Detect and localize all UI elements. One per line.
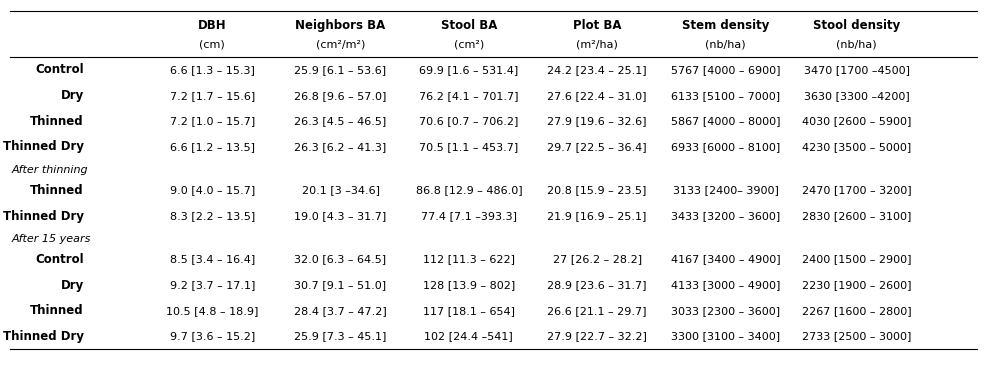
Text: 5767 [4000 – 6900]: 5767 [4000 – 6900] [670,65,779,75]
Text: 70.5 [1.1 – 453.7]: 70.5 [1.1 – 453.7] [419,142,518,152]
Text: Thinned Dry: Thinned Dry [3,330,84,343]
Text: 24.2 [23.4 – 25.1]: 24.2 [23.4 – 25.1] [547,65,646,75]
Text: Thinned: Thinned [31,304,84,317]
Text: 30.7 [9.1 – 51.0]: 30.7 [9.1 – 51.0] [294,280,387,290]
Text: 9.2 [3.7 – 17.1]: 9.2 [3.7 – 17.1] [170,280,254,290]
Text: 3133 [2400– 3900]: 3133 [2400– 3900] [671,185,778,195]
Text: 2400 [1500 – 2900]: 2400 [1500 – 2900] [802,255,910,265]
Text: Neighbors BA: Neighbors BA [295,19,386,32]
Text: 9.0 [4.0 – 15.7]: 9.0 [4.0 – 15.7] [170,185,254,195]
Text: 26.3 [4.5 – 46.5]: 26.3 [4.5 – 46.5] [294,116,387,126]
Text: (cm²): (cm²) [454,39,483,49]
Text: 27.6 [22.4 – 31.0]: 27.6 [22.4 – 31.0] [547,91,646,100]
Text: 4230 [3500 – 5000]: 4230 [3500 – 5000] [802,142,910,152]
Text: 20.1 [3 –34.6]: 20.1 [3 –34.6] [301,185,380,195]
Text: 5867 [4000 – 8000]: 5867 [4000 – 8000] [670,116,779,126]
Text: DBH: DBH [197,19,227,32]
Text: (cm²/m²): (cm²/m²) [316,39,365,49]
Text: Thinned Dry: Thinned Dry [3,209,84,223]
Text: Control: Control [35,253,84,266]
Text: Thinned: Thinned [31,115,84,128]
Text: 70.6 [0.7 – 706.2]: 70.6 [0.7 – 706.2] [419,116,518,126]
Text: 128 [13.9 – 802]: 128 [13.9 – 802] [422,280,515,290]
Text: 4167 [3400 – 4900]: 4167 [3400 – 4900] [669,255,780,265]
Text: (nb/ha): (nb/ha) [835,39,877,49]
Text: 2733 [2500 – 3000]: 2733 [2500 – 3000] [802,332,910,342]
Text: 9.7 [3.6 – 15.2]: 9.7 [3.6 – 15.2] [170,332,254,342]
Text: 6.6 [1.2 – 13.5]: 6.6 [1.2 – 13.5] [170,142,254,152]
Text: 25.9 [7.3 – 45.1]: 25.9 [7.3 – 45.1] [294,332,387,342]
Text: 3470 [1700 –4500]: 3470 [1700 –4500] [803,65,909,75]
Text: (cm): (cm) [199,39,225,49]
Text: 6933 [6000 – 8100]: 6933 [6000 – 8100] [670,142,779,152]
Text: 8.3 [2.2 – 13.5]: 8.3 [2.2 – 13.5] [170,211,254,221]
Text: 28.9 [23.6 – 31.7]: 28.9 [23.6 – 31.7] [547,280,646,290]
Text: Plot BA: Plot BA [572,19,621,32]
Text: 3630 [3300 –4200]: 3630 [3300 –4200] [803,91,909,100]
Text: 2470 [1700 – 3200]: 2470 [1700 – 3200] [801,185,911,195]
Text: 10.5 [4.8 – 18.9]: 10.5 [4.8 – 18.9] [166,306,258,316]
Text: 7.2 [1.0 – 15.7]: 7.2 [1.0 – 15.7] [170,116,254,126]
Text: 6.6 [1.3 – 15.3]: 6.6 [1.3 – 15.3] [170,65,254,75]
Text: 27 [26.2 – 28.2]: 27 [26.2 – 28.2] [552,255,641,265]
Text: 69.9 [1.6 – 531.4]: 69.9 [1.6 – 531.4] [419,65,518,75]
Text: 4133 [3000 – 4900]: 4133 [3000 – 4900] [670,280,779,290]
Text: Stool density: Stool density [812,19,899,32]
Text: (nb/ha): (nb/ha) [704,39,745,49]
Text: 26.3 [6.2 – 41.3]: 26.3 [6.2 – 41.3] [294,142,387,152]
Text: (m²/ha): (m²/ha) [576,39,617,49]
Text: 2230 [1900 – 2600]: 2230 [1900 – 2600] [802,280,910,290]
Text: 4030 [2600 – 5900]: 4030 [2600 – 5900] [802,116,910,126]
Text: After 15 years: After 15 years [12,234,91,244]
Text: 3433 [3200 – 3600]: 3433 [3200 – 3600] [670,211,779,221]
Text: 76.2 [4.1 – 701.7]: 76.2 [4.1 – 701.7] [419,91,518,100]
Text: 102 [24.4 –541]: 102 [24.4 –541] [424,332,513,342]
Text: Thinned Dry: Thinned Dry [3,140,84,153]
Text: 27.9 [19.6 – 32.6]: 27.9 [19.6 – 32.6] [547,116,646,126]
Text: 2830 [2600 – 3100]: 2830 [2600 – 3100] [802,211,910,221]
Text: 86.8 [12.9 – 486.0]: 86.8 [12.9 – 486.0] [415,185,522,195]
Text: Dry: Dry [60,89,84,102]
Text: 25.9 [6.1 – 53.6]: 25.9 [6.1 – 53.6] [294,65,387,75]
Text: 3300 [3100 – 3400]: 3300 [3100 – 3400] [670,332,779,342]
Text: 20.8 [15.9 – 23.5]: 20.8 [15.9 – 23.5] [547,185,646,195]
Text: 26.6 [21.1 – 29.7]: 26.6 [21.1 – 29.7] [547,306,646,316]
Text: 19.0 [4.3 – 31.7]: 19.0 [4.3 – 31.7] [294,211,387,221]
Text: After thinning: After thinning [12,164,89,174]
Text: 112 [11.3 – 622]: 112 [11.3 – 622] [422,255,515,265]
Text: Dry: Dry [60,279,84,292]
Text: 3033 [2300 – 3600]: 3033 [2300 – 3600] [670,306,779,316]
Text: 26.8 [9.6 – 57.0]: 26.8 [9.6 – 57.0] [294,91,387,100]
Text: 77.4 [7.1 –393.3]: 77.4 [7.1 –393.3] [420,211,517,221]
Text: 21.9 [16.9 – 25.1]: 21.9 [16.9 – 25.1] [547,211,646,221]
Text: Control: Control [35,63,84,77]
Text: Stem density: Stem density [681,19,768,32]
Text: 28.4 [3.7 – 47.2]: 28.4 [3.7 – 47.2] [294,306,387,316]
Text: 27.9 [22.7 – 32.2]: 27.9 [22.7 – 32.2] [546,332,647,342]
Text: 6133 [5100 – 7000]: 6133 [5100 – 7000] [670,91,779,100]
Text: 117 [18.1 – 654]: 117 [18.1 – 654] [422,306,515,316]
Text: 7.2 [1.7 – 15.6]: 7.2 [1.7 – 15.6] [170,91,254,100]
Text: 2267 [1600 – 2800]: 2267 [1600 – 2800] [801,306,911,316]
Text: 29.7 [22.5 – 36.4]: 29.7 [22.5 – 36.4] [547,142,646,152]
Text: 32.0 [6.3 – 64.5]: 32.0 [6.3 – 64.5] [294,255,387,265]
Text: Thinned: Thinned [31,184,84,197]
Text: Stool BA: Stool BA [440,19,497,32]
Text: 8.5 [3.4 – 16.4]: 8.5 [3.4 – 16.4] [170,255,254,265]
